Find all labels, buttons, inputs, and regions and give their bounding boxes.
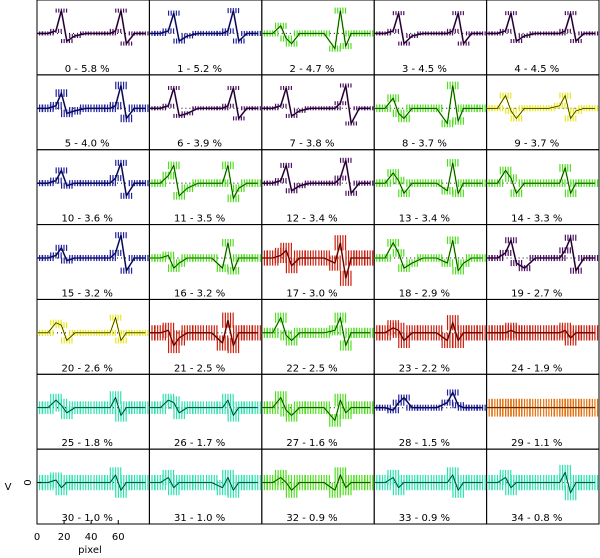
x-tick-label: 40 bbox=[85, 532, 98, 543]
fit-line bbox=[486, 471, 595, 494]
panel-label: 21 - 2.5 % bbox=[174, 363, 225, 374]
fit-line bbox=[149, 476, 258, 491]
panel-label: 7 - 3.8 % bbox=[290, 139, 335, 150]
y-tick-label: 0 bbox=[23, 479, 34, 485]
panel-label: 20 - 2.6 % bbox=[62, 363, 113, 374]
fit-line bbox=[37, 10, 146, 45]
panel-label: 24 - 1.9 % bbox=[511, 363, 562, 374]
fit-line bbox=[374, 321, 483, 342]
panel-label: 32 - 0.9 % bbox=[286, 513, 337, 524]
panel-label: 27 - 1.6 % bbox=[286, 438, 337, 449]
profile-line bbox=[486, 12, 595, 43]
panel-label: 28 - 1.5 % bbox=[399, 438, 450, 449]
fit-line bbox=[374, 391, 483, 411]
profile-line bbox=[374, 12, 483, 46]
panel-label: 16 - 3.2 % bbox=[174, 288, 225, 299]
fit-line bbox=[486, 13, 595, 42]
panel-label: 15 - 3.2 % bbox=[62, 288, 113, 299]
fit-line bbox=[261, 85, 371, 125]
fit-line bbox=[374, 85, 483, 125]
panel-label: 30 - 1.0 % bbox=[62, 513, 113, 524]
panel-label: 1 - 5.2 % bbox=[177, 64, 222, 75]
panel-label: 6 - 3.9 % bbox=[177, 139, 222, 150]
fit-line bbox=[486, 236, 595, 272]
panel-label: 3 - 4.5 % bbox=[402, 64, 447, 75]
panel-label: 12 - 3.4 % bbox=[286, 214, 337, 225]
panel-label: 17 - 3.0 % bbox=[286, 288, 337, 299]
panel-label: 8 - 3.7 % bbox=[402, 139, 447, 150]
profile-line bbox=[149, 87, 258, 121]
panel-frame bbox=[486, 448, 600, 525]
fit-line bbox=[486, 329, 595, 339]
fit-line bbox=[261, 160, 371, 194]
panel-label: 11 - 3.5 % bbox=[174, 214, 225, 225]
fit-line bbox=[486, 94, 595, 120]
fit-line bbox=[374, 474, 483, 491]
x-axis-label: pixel bbox=[78, 545, 102, 556]
y-axis-label: V bbox=[5, 482, 12, 493]
panel-label: 2 - 4.7 % bbox=[290, 64, 335, 75]
panel-label: 4 - 4.5 % bbox=[514, 64, 559, 75]
panel-label: 34 - 0.8 % bbox=[511, 513, 562, 524]
fit-line bbox=[261, 10, 371, 50]
panel-label: 18 - 2.9 % bbox=[399, 288, 450, 299]
panel-label: 13 - 3.4 % bbox=[399, 214, 450, 225]
fit-line bbox=[374, 240, 483, 272]
profile-line bbox=[261, 10, 371, 51]
fit-line bbox=[261, 396, 371, 422]
fit-line bbox=[37, 85, 146, 120]
fit-line bbox=[374, 162, 483, 195]
panel-label: 0 - 5.8 % bbox=[65, 64, 110, 75]
profile-line bbox=[37, 10, 146, 46]
x-tick-label: 0 bbox=[34, 532, 40, 543]
fit-line bbox=[374, 13, 483, 45]
fit-line bbox=[149, 242, 258, 272]
profile-line bbox=[374, 162, 483, 196]
profile-line bbox=[261, 160, 371, 196]
x-tick-label: 60 bbox=[112, 532, 125, 543]
fit-line bbox=[486, 166, 595, 195]
panel-label: 5 - 4.0 % bbox=[65, 139, 110, 150]
fit-line bbox=[149, 10, 258, 42]
fit-line bbox=[149, 399, 258, 416]
profile-line bbox=[486, 234, 595, 273]
fit-line bbox=[37, 316, 146, 342]
fit-line bbox=[37, 474, 146, 491]
fit-line bbox=[261, 474, 371, 491]
fit-line bbox=[37, 396, 146, 416]
panel-label: 22 - 2.5 % bbox=[286, 363, 337, 374]
panel-label: 10 - 3.6 % bbox=[62, 214, 113, 225]
panel-label: 33 - 0.9 % bbox=[399, 513, 450, 524]
fit-line bbox=[37, 162, 146, 197]
panel-label: 25 - 1.8 % bbox=[62, 438, 113, 449]
fit-line bbox=[261, 242, 371, 279]
x-tick-label: 20 bbox=[58, 532, 71, 543]
fit-line bbox=[261, 316, 371, 347]
fit-line bbox=[149, 320, 258, 347]
panel-label: 19 - 2.7 % bbox=[511, 288, 562, 299]
panel-label: 26 - 1.7 % bbox=[174, 438, 225, 449]
panel-label: 14 - 3.3 % bbox=[511, 214, 562, 225]
panel-label: 31 - 1.0 % bbox=[174, 513, 225, 524]
panel-label: 29 - 1.1 % bbox=[511, 438, 562, 449]
fit-line bbox=[149, 87, 258, 120]
panel-label: 23 - 2.2 % bbox=[399, 363, 450, 374]
profile-line bbox=[149, 10, 258, 43]
fit-line bbox=[149, 164, 258, 200]
panel-label: 9 - 3.7 % bbox=[514, 139, 559, 150]
fit-line bbox=[37, 235, 146, 272]
